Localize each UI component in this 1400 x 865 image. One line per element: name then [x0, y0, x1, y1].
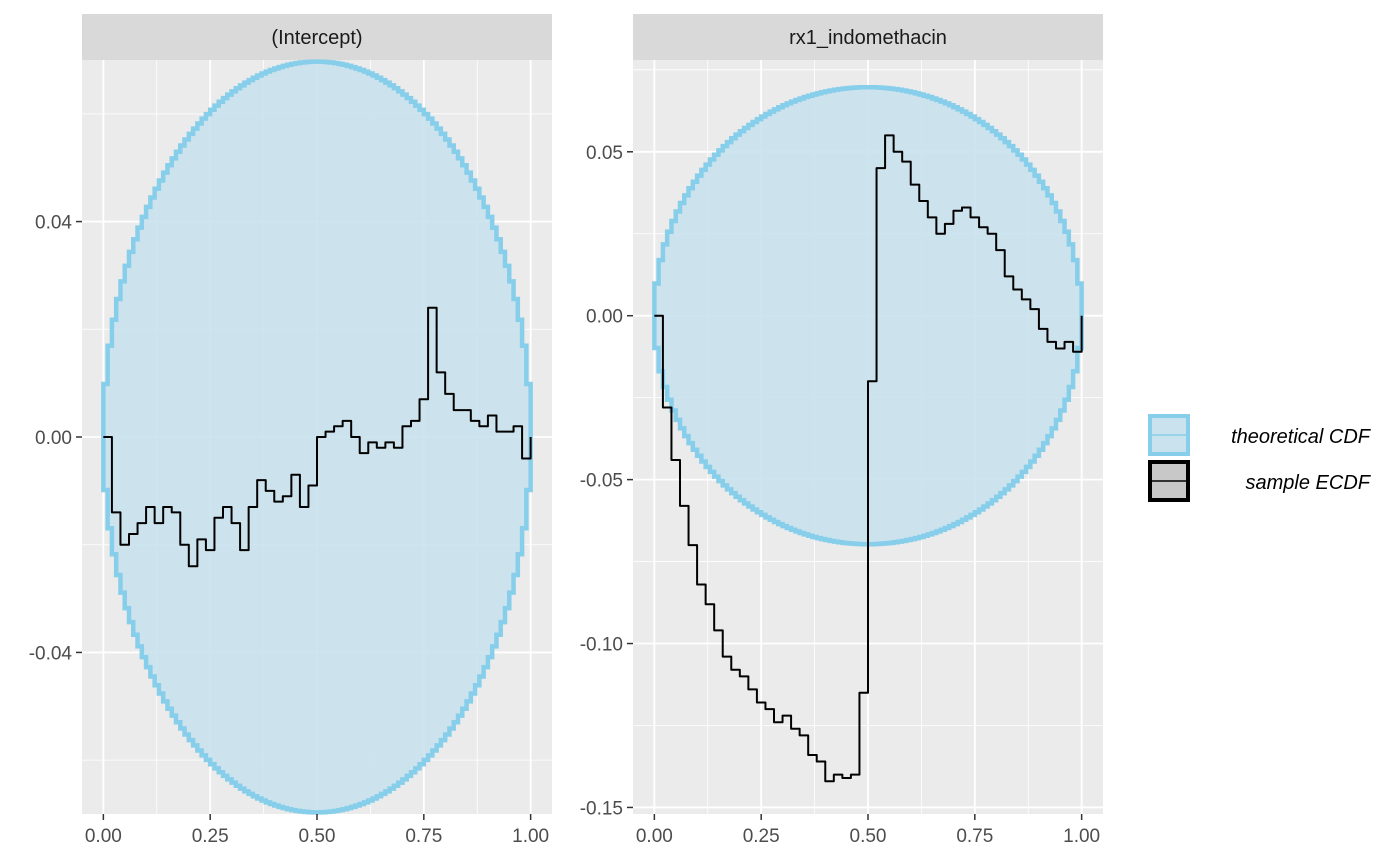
- y-tick-label: 0.00: [586, 307, 623, 328]
- sample-ecdf-line: [654, 134, 1083, 783]
- strip-background: [633, 14, 1103, 60]
- x-tick-label: 0.25: [192, 826, 229, 847]
- y-tick-label: 0.04: [35, 213, 72, 234]
- y-tick-label: 0.00: [35, 428, 72, 449]
- y-tick-label: -0.04: [29, 643, 73, 664]
- theoretical-cdf-band: [652, 84, 1084, 547]
- x-tick-label: 0.50: [850, 826, 887, 847]
- panel-rx1-indomethacin: rx1_indomethacin 0.00 0.25 0.50 0.75 1.00 -0.…: [580, 14, 1103, 847]
- strip-background: [82, 14, 552, 60]
- legend-item-sample-ecdf: sample ECDF: [1148, 460, 1372, 502]
- panel-intercept: (Intercept) 0.00 0.25 0.50 0.75 1.00 -0.04 0.0…: [29, 14, 552, 847]
- x-tick-label: 0.00: [636, 826, 673, 847]
- legend-label-sample-ecdf: sample ECDF: [1246, 472, 1372, 494]
- y-tick-label: -0.10: [580, 635, 623, 656]
- x-tick-label: 0.75: [956, 826, 993, 847]
- sample-ecdf-line: [103, 306, 532, 568]
- x-tick-label: 0.75: [405, 826, 442, 847]
- y-tick-label: -0.15: [580, 798, 623, 819]
- x-tick-label: 0.50: [299, 826, 336, 847]
- legend-item-theoretical-cdf: theoretical CDF: [1148, 414, 1372, 456]
- strip-label: (Intercept): [271, 27, 362, 49]
- legend: theoretical CDF sample ECDF: [1148, 414, 1372, 502]
- x-tick-label: 1.00: [1063, 826, 1100, 847]
- legend-label-theoretical-cdf: theoretical CDF: [1231, 426, 1372, 448]
- strip-label: rx1_indomethacin: [789, 27, 947, 49]
- x-tick-label: 1.00: [512, 826, 549, 847]
- y-tick-label: 0.05: [586, 143, 623, 164]
- y-tick-label: -0.05: [580, 471, 623, 492]
- x-tick-label: 0.25: [743, 826, 780, 847]
- x-tick-label: 0.00: [85, 826, 122, 847]
